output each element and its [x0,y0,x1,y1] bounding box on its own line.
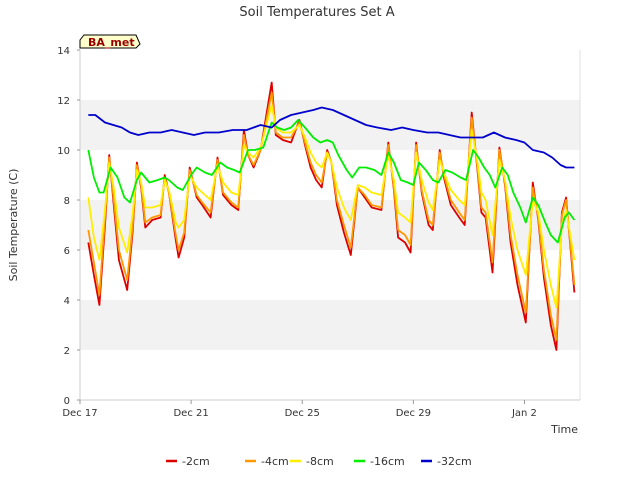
x-tick-label: Dec 29 [396,408,431,419]
x-axis: Dec 17 Dec 21 Dec 25 Dec 29 Jan 2 [62,400,537,419]
legend-label: -8cm [306,455,334,468]
grid-band [80,300,580,350]
legend-label: -2cm [182,455,210,468]
y-tick-label: 14 [57,46,70,57]
grid-band [80,350,580,400]
y-tick-label: 0 [64,396,70,407]
series-line-minus16cm [87,119,576,244]
y-tick-label: 12 [57,96,70,107]
y-tick-label: 10 [57,146,70,157]
legend-label: -32cm [437,455,472,468]
site-badge: BA_met [79,34,141,49]
y-axis: 0 2 4 6 8 10 12 14 [57,46,80,407]
x-tick-label: Dec 17 [62,408,97,419]
y-tick-label: 8 [64,196,70,207]
x-tick-label: Jan 2 [511,408,537,419]
grid-bands [79,50,581,401]
y-tick-label: 2 [64,346,70,357]
site-badge-label: BA_met [88,36,135,49]
grid-band [80,100,580,150]
legend-label: -16cm [370,455,405,468]
chart-title: Soil Temperatures Set A [239,5,394,20]
series-lines [87,81,576,351]
legend: -2cm -4cm -8cm -16cm -32cm [166,455,472,468]
x-tick-label: Dec 25 [285,408,320,419]
x-axis-label: Time [550,423,578,436]
grid-band [80,250,580,300]
series-line-minus32cm [88,106,575,169]
series-line-minus8cm [87,104,576,309]
y-tick-label: 6 [64,246,70,257]
x-tick-label: Dec 21 [173,408,208,419]
grid-band [80,50,580,100]
legend-label: -4cm [261,455,289,468]
y-tick-label: 4 [64,296,70,307]
y-axis-label: Soil Temperature (C) [7,169,20,282]
